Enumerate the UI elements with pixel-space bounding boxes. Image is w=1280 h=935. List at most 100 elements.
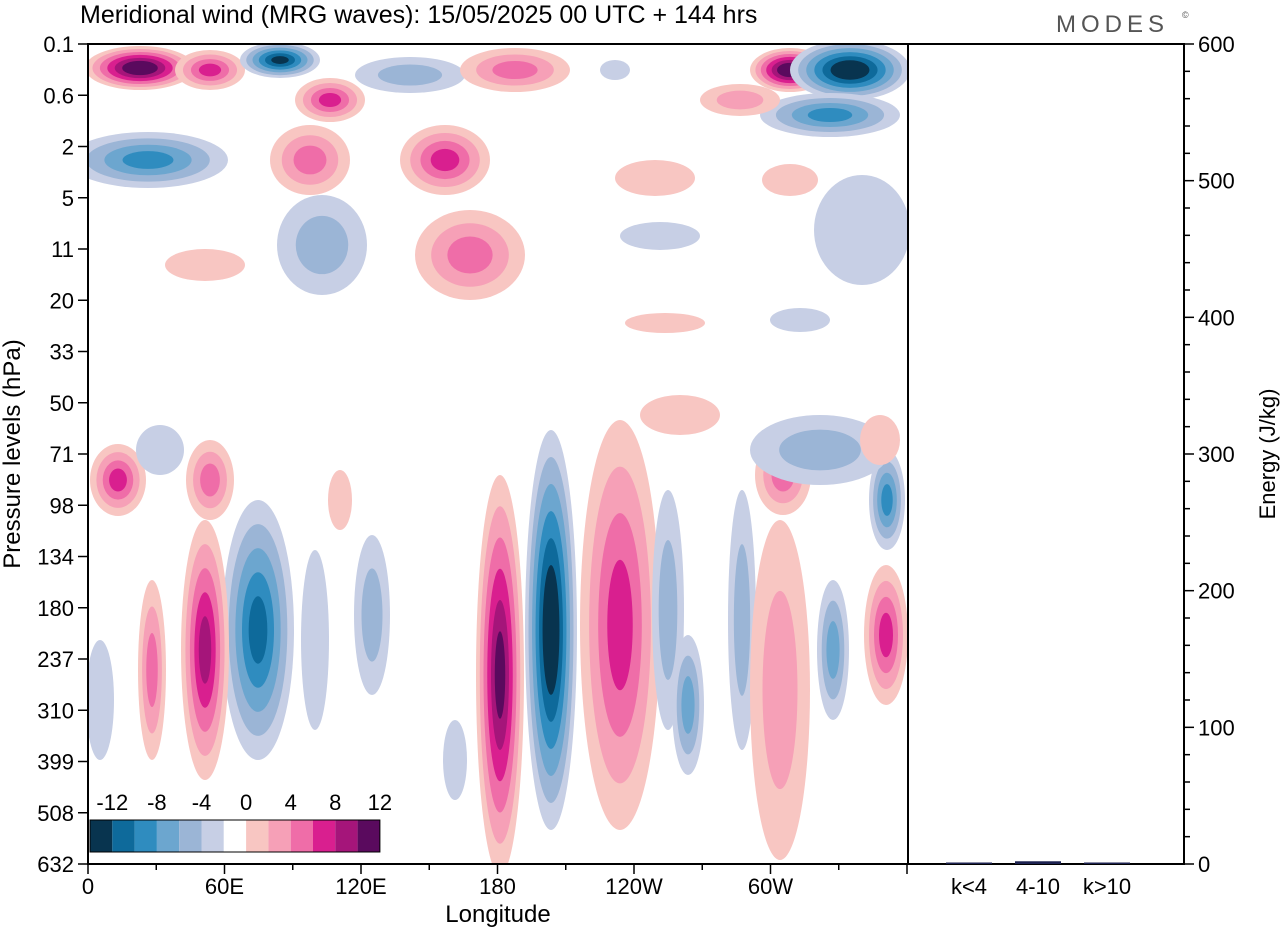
contour-feature [790,44,908,100]
contour-feature [476,475,524,864]
contour-feature [270,125,350,195]
heatmap-field [88,44,908,864]
x-tick-label: 60W [748,874,793,899]
contour-level [600,60,630,80]
y-tick-label: 399 [37,750,74,775]
x-tick-label: 180 [479,874,516,899]
contour-feature [181,520,229,780]
contour-level [129,63,151,73]
colorbar-swatch [290,820,313,852]
energy-bar [1015,861,1061,864]
contour-level [271,56,289,64]
contour-level [860,415,900,465]
colorbar-swatch [246,820,269,852]
colorbar-swatch [156,820,180,852]
contour-feature [301,550,329,730]
contour-level [607,559,633,691]
contour-feature [186,440,234,520]
colorbar-swatch [313,820,336,852]
contour-feature [580,420,660,830]
axes: 0.1 0.6 2 5 11 20 33 50 71 98 134 180 237 310 399 508 63… [37,32,1234,899]
contour-level [248,596,268,664]
y-tick-label: 180 [37,596,74,621]
contour-level [658,540,678,680]
contour-feature [625,313,705,333]
contour-level [807,108,853,122]
contour-level [494,631,506,719]
y-tick-label: 237 [37,647,74,672]
contour-feature [700,84,780,116]
colorbar-swatch [223,820,247,852]
contour-level [198,63,222,77]
energy-category-label: k>10 [1083,874,1131,899]
colorbar-swatch [335,820,358,852]
contour-feature [355,57,465,93]
contour-feature [443,720,467,800]
contour-feature [770,308,830,332]
contour-feature [672,635,704,775]
contour-feature [814,175,908,285]
contour-feature [817,580,849,720]
y-tick-label: 310 [37,698,74,723]
y-tick-label: 50 [50,391,74,416]
x-tick-label: 120W [605,874,663,899]
contour-level [615,160,695,196]
contour-feature [760,93,900,137]
contour-level [881,484,893,516]
contour-level [430,148,460,172]
colorbar-label: -12 [96,790,128,815]
contour-feature [88,132,228,188]
colorbar-label: 4 [285,790,297,815]
contour-level [625,313,705,333]
contour-level [492,60,538,80]
y-tick-label: 71 [50,442,74,467]
energy-tick-label: 100 [1198,715,1235,740]
colorbar-swatch [90,820,113,852]
y-tick-label: 5 [62,186,74,211]
contour-feature [460,48,570,92]
contour-feature [750,520,810,860]
contour-level [200,463,220,497]
contour-feature [400,125,490,195]
contour-feature [864,565,908,705]
contour-level [447,236,493,274]
colorbar-frame [89,819,381,853]
contour-feature [750,415,890,485]
contour-feature [762,164,818,196]
y-tick-label: 632 [37,852,74,877]
contour-level [640,395,720,435]
contour-feature [728,490,756,750]
contour-level [733,544,751,696]
contour-level [546,592,556,668]
chart-title: Meridional wind (MRG waves): 15/05/2025 … [80,1,757,29]
contour-level [293,145,327,175]
colorbar-swatch [134,820,157,852]
contour-feature [354,535,390,695]
energy-category-label: k<4 [951,874,987,899]
contour-level [762,164,818,196]
contour-level [716,90,764,110]
contour-feature [415,210,525,300]
contour-feature [525,430,577,830]
y-tick-label: 0.6 [43,83,74,108]
x-tick-label: 60E [205,874,244,899]
contour-feature [175,50,245,90]
brand-logo: MODES [1056,11,1169,38]
y-tick-label: 2 [62,135,74,160]
contour-feature [860,415,900,465]
x-tick-label: 120E [335,874,386,899]
energy-tick-label: 300 [1198,442,1235,467]
x-axis-label: Longitude [445,901,550,928]
contour-level [620,222,700,250]
colorbar: -12 -8 -4 0 4 8 12 [88,790,392,857]
contour-level [814,175,908,285]
y-tick-label: 11 [51,237,74,262]
contour-feature [165,249,245,281]
contour-level [443,720,467,800]
y-tick-label: 98 [50,493,74,518]
contour-level [879,612,893,658]
y-tick-label: 134 [37,545,74,570]
contour-feature [277,195,367,295]
colorbar-swatch [357,820,380,852]
y-tick-label: 20 [50,288,74,313]
